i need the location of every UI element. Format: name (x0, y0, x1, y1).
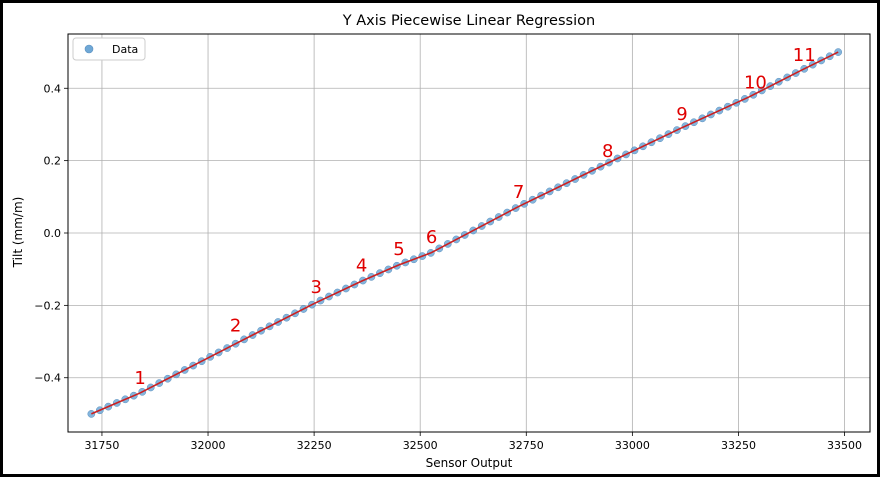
fit-segment (313, 280, 362, 305)
fit-segment (233, 302, 315, 346)
fit-segment (91, 392, 141, 415)
fit-segment (360, 264, 400, 283)
legend-box (72, 37, 146, 61)
legend-marker (84, 44, 94, 54)
data-point (834, 48, 843, 56)
y-tick-label: 0.2 (44, 155, 62, 168)
x-tick-label: 32250 (297, 439, 332, 452)
segment-label: 3 (311, 277, 322, 298)
y-tick-label: 0.0 (44, 227, 62, 240)
x-tick-label: 33000 (615, 439, 650, 452)
fit-segment (680, 96, 750, 129)
x-axis-label: Sensor Output (426, 456, 513, 470)
y-tick-label: 0.4 (44, 82, 62, 95)
grid (68, 34, 870, 432)
fit-segment (398, 252, 432, 266)
fit-segment (517, 162, 608, 208)
x-tick-label: 32000 (191, 439, 226, 452)
data-marks (87, 48, 843, 418)
segment-label: 2 (230, 315, 241, 336)
x-tick-label: 33250 (721, 439, 756, 452)
segment-label: 9 (676, 104, 687, 125)
x-tick-label: 32500 (403, 439, 438, 452)
segment-label: 8 (602, 141, 613, 162)
y-ticks: −0.4 −0.2 0.0 0.2 0.4 (34, 82, 68, 385)
fit-segment (139, 344, 234, 394)
fit-segment (606, 127, 682, 165)
segment-label: 5 (393, 239, 404, 260)
x-ticks: 31750 32000 32250 32500 32750 33000 33250 33500 (84, 432, 862, 452)
segment-labels: 1 2 3 4 5 6 7 8 9 10 11 (134, 45, 815, 389)
x-tick-label: 33500 (827, 439, 862, 452)
fit-segment (430, 206, 519, 254)
segment-label: 11 (793, 45, 816, 66)
y-tick-label: −0.2 (34, 299, 61, 312)
chart-title: Y Axis Piecewise Linear Regression (342, 13, 595, 29)
fit-segment (748, 70, 801, 98)
y-tick-label: −0.4 (34, 372, 61, 385)
x-tick-label: 32750 (509, 439, 544, 452)
segment-label: 4 (356, 255, 367, 276)
x-tick-label: 31750 (84, 439, 119, 452)
segment-label: 6 (426, 227, 437, 248)
legend-entry-data: Data (112, 43, 138, 56)
segment-label: 7 (513, 182, 524, 203)
legend: Data (72, 37, 146, 61)
y-axis-label: Tilt (mm/m) (11, 197, 25, 269)
fit-segment (799, 51, 839, 72)
segment-label: 1 (134, 368, 145, 389)
segment-label: 10 (744, 72, 767, 93)
